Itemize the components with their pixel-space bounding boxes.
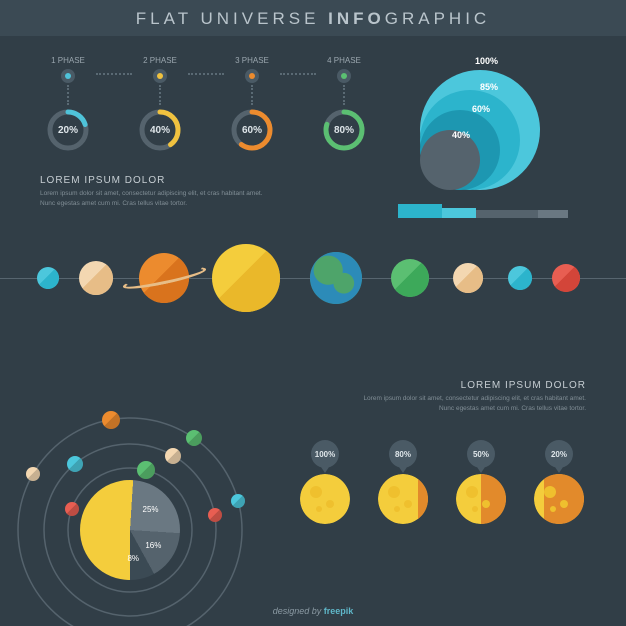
title-strong: INFO <box>328 9 385 28</box>
title-pre: FLAT UNIVERSE <box>136 9 328 28</box>
planet-4 <box>310 252 362 304</box>
pie-label: 16% <box>145 541 161 550</box>
phase-3: 3 PHASE 60% <box>224 56 280 153</box>
orbit-planet-0 <box>65 502 79 516</box>
phase-pct: 60% <box>229 107 275 153</box>
sun-pie-chart <box>80 480 180 580</box>
nested-circle-label-1: 85% <box>480 82 498 92</box>
nested-circle-3 <box>420 130 480 190</box>
phase-dot <box>337 69 351 83</box>
phase-donut: 40% <box>137 107 183 153</box>
microbar-seg-2 <box>476 210 538 218</box>
phase-dot <box>153 69 167 83</box>
intro-body: Lorem ipsum dolor sit amet, consectetur … <box>40 189 270 209</box>
phase-donut: 20% <box>45 107 91 153</box>
pie-label: 8% <box>127 554 139 563</box>
moon-icon <box>300 474 350 524</box>
nested-circle-label-2: 60% <box>472 104 490 114</box>
moon-col-0: 100% <box>296 440 354 524</box>
nested-circle-label-0: 100% <box>475 56 498 66</box>
secondary-text-block: LOREM IPSUM DOLOR Lorem ipsum dolor sit … <box>356 380 586 414</box>
moon-col-2: 50% <box>452 440 510 524</box>
phase-label: 1 PHASE <box>40 56 96 65</box>
planet-6 <box>453 263 483 293</box>
planet-5 <box>391 259 429 297</box>
planet-row <box>0 232 626 324</box>
planet-0 <box>37 267 59 289</box>
footer-credit: designed by freepik <box>0 606 626 616</box>
nested-circle-label-3: 40% <box>452 130 470 140</box>
orbit-planet-4 <box>208 508 222 522</box>
microbar-seg-1 <box>442 208 476 218</box>
orbit-planet-5 <box>26 467 40 481</box>
micro-bar-chart <box>398 200 568 218</box>
moon-pct-bubble: 100% <box>311 440 339 468</box>
orbit-planet-2 <box>67 456 83 472</box>
moon-pct-bubble: 80% <box>389 440 417 468</box>
phase-pct: 40% <box>137 107 183 153</box>
moon-pct-bubble: 20% <box>545 440 573 468</box>
moon-icon <box>456 474 506 524</box>
moon-col-1: 80% <box>374 440 432 524</box>
orbit-planet-6 <box>102 411 120 429</box>
planet-3 <box>212 244 280 312</box>
nested-circle-chart: 100% 85% 60% 40% <box>400 50 580 190</box>
title-post: GRAPHIC <box>385 9 490 28</box>
phase-row: 1 PHASE 20% 2 PHASE 40% 3 PHASE 60% 4 PHASE 80% <box>40 56 372 153</box>
phase-2: 2 PHASE 40% <box>132 56 188 153</box>
moon-col-3: 20% <box>530 440 588 524</box>
intro-heading: LOREM IPSUM DOLOR <box>40 175 270 186</box>
phase-1: 1 PHASE 20% <box>40 56 96 153</box>
moon-pct-bubble: 50% <box>467 440 495 468</box>
title-bar: FLAT UNIVERSE INFOGRAPHIC <box>0 0 626 36</box>
planet-7 <box>508 266 532 290</box>
phase-donut: 60% <box>229 107 275 153</box>
phase-label: 2 PHASE <box>132 56 188 65</box>
phase-label: 4 PHASE <box>316 56 372 65</box>
pie-label: 25% <box>143 505 159 514</box>
solar-system-chart: 25% 16% 8% <box>34 364 254 564</box>
orbit-planet-3 <box>165 448 181 464</box>
footer-by: designed by <box>273 606 324 616</box>
moon-phase-row: 100% 80% 50% 20% <box>296 440 588 524</box>
phase-label: 3 PHASE <box>224 56 280 65</box>
phase-pct: 20% <box>45 107 91 153</box>
phase-pct: 80% <box>321 107 367 153</box>
phase-dot <box>245 69 259 83</box>
planet-1 <box>79 261 113 295</box>
secondary-heading: LOREM IPSUM DOLOR <box>356 380 586 391</box>
microbar-seg-3 <box>538 210 568 218</box>
intro-text-block: LOREM IPSUM DOLOR Lorem ipsum dolor sit … <box>40 175 270 209</box>
footer-brand: freepik <box>324 606 354 616</box>
moon-icon <box>378 474 428 524</box>
microbar-seg-0 <box>398 204 442 218</box>
phase-donut: 80% <box>321 107 367 153</box>
phase-dot <box>61 69 75 83</box>
secondary-body: Lorem ipsum dolor sit amet, consectetur … <box>356 394 586 414</box>
phase-4: 4 PHASE 80% <box>316 56 372 153</box>
planet-8 <box>552 264 580 292</box>
moon-icon <box>534 474 584 524</box>
